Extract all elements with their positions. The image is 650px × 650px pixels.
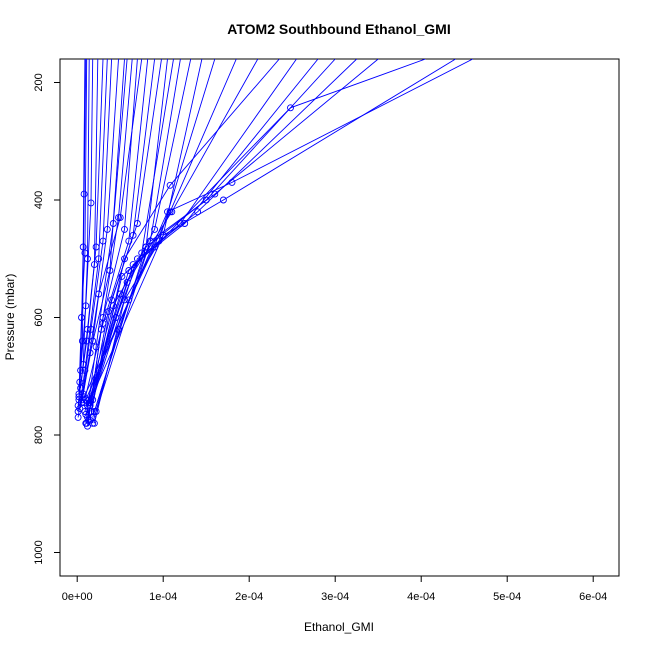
y-tick-label: 800 [33, 426, 45, 444]
series-line [93, 59, 336, 412]
x-tick-label: 0e+00 [62, 591, 93, 603]
data-point [92, 408, 100, 415]
series-line [85, 59, 474, 400]
chart-title: ATOM2 Southbound Ethanol_GMI [227, 21, 450, 37]
series-line [87, 59, 297, 406]
series-line [95, 59, 379, 412]
data-point [82, 302, 90, 310]
data-point [168, 208, 176, 216]
x-tick-label: 6e-04 [579, 591, 607, 603]
data-point [142, 243, 150, 251]
y-tick-label: 200 [33, 73, 45, 91]
data-point [116, 214, 124, 222]
data-point [109, 220, 117, 227]
x-axis: 0e+00 1e-04 2e-04 3e-04 4e-04 5e-04 6e-04 [62, 575, 607, 603]
plot-frame [59, 58, 620, 577]
data-point [95, 290, 103, 298]
data-point [151, 225, 159, 233]
data-point [228, 178, 236, 186]
data-point [95, 255, 103, 263]
data-point [133, 220, 141, 227]
x-tick-label: 2e-04 [235, 591, 263, 603]
data-point [121, 225, 128, 233]
series-line [80, 59, 104, 389]
series-line [90, 59, 280, 412]
series-line [82, 59, 119, 394]
y-tick-label: 1000 [33, 540, 45, 564]
series-line [78, 59, 88, 394]
data-point [159, 231, 167, 239]
data-point [133, 255, 141, 263]
y-axis: 200 400 600 800 1000 [33, 73, 61, 565]
series-line [81, 59, 113, 403]
data-point [87, 199, 95, 207]
data-point [118, 272, 126, 280]
data-point [181, 220, 189, 227]
y-axis-label: Pressure (mbar) [3, 274, 17, 361]
x-tick-label: 3e-04 [321, 591, 349, 603]
data-point [129, 231, 137, 239]
series-layer [74, 59, 474, 430]
x-tick-label: 5e-04 [493, 591, 521, 603]
data-point [211, 190, 219, 198]
series-line [88, 59, 259, 400]
y-tick-label: 600 [33, 308, 45, 326]
data-point [89, 337, 97, 345]
x-tick-label: 1e-04 [149, 591, 177, 603]
data-point [87, 408, 95, 415]
y-tick-label: 400 [33, 191, 45, 209]
series-line [85, 59, 128, 424]
series-line [79, 59, 94, 383]
data-point [104, 308, 112, 316]
series-line [77, 59, 108, 418]
series-line [81, 59, 143, 400]
data-point [121, 255, 128, 263]
data-point [125, 267, 133, 274]
data-point [219, 196, 227, 204]
x-tick-label: 4e-04 [407, 591, 435, 603]
data-point [129, 261, 137, 269]
data-point [84, 422, 91, 430]
series-line [83, 59, 149, 403]
data-point [146, 237, 154, 245]
data-point [76, 405, 84, 413]
data-point [84, 255, 91, 263]
data-point [103, 225, 111, 233]
data-point [82, 410, 90, 418]
series-line [92, 59, 358, 400]
data-point [84, 325, 91, 333]
data-point [164, 208, 171, 216]
x-axis-label: Ethanol_GMI [304, 620, 374, 634]
data-point [287, 104, 294, 112]
series-line [88, 59, 456, 403]
data-point [82, 396, 90, 404]
data-point [74, 413, 82, 421]
data-point [166, 181, 174, 189]
